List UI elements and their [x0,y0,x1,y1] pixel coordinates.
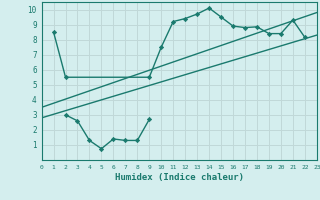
X-axis label: Humidex (Indice chaleur): Humidex (Indice chaleur) [115,173,244,182]
